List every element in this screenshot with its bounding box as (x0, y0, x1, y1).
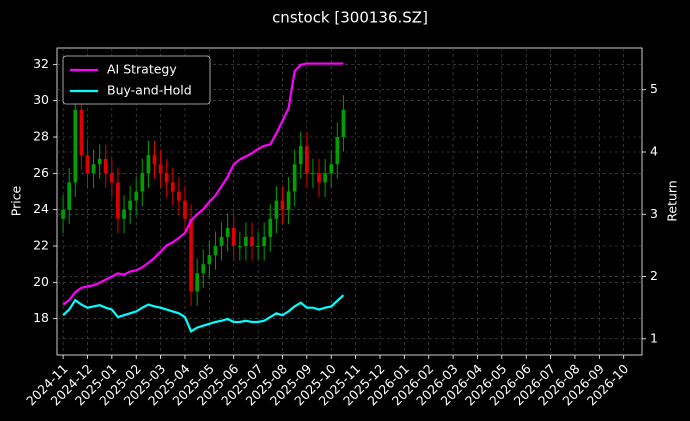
candle-body (311, 173, 315, 175)
candle-body (122, 209, 126, 219)
candle-body (268, 218, 273, 237)
candle-body (140, 173, 145, 192)
candle-body (213, 246, 218, 256)
candle-body (85, 155, 90, 174)
candle-body (335, 137, 340, 165)
legend-label: Buy-and-Hold (107, 83, 192, 98)
plot-frame (56, 47, 643, 356)
y-tick-label: 26 (33, 165, 49, 180)
candle-body (91, 164, 96, 174)
candle-body (152, 155, 157, 165)
candle-body (244, 236, 248, 247)
candle-body (177, 191, 181, 201)
candle-body (183, 200, 187, 219)
candle-body (146, 155, 151, 174)
candle-body (274, 200, 279, 219)
y2-axis-label: Return (665, 180, 680, 221)
candle-body (170, 182, 175, 192)
candle-body (256, 246, 260, 248)
chart-title: cnstock [300136.SZ] (272, 9, 428, 27)
candle-body (250, 236, 254, 247)
y2-tick-label: 4 (650, 143, 658, 158)
y-axis-label: Price (9, 185, 24, 216)
candle-body (237, 246, 242, 248)
candle-body (329, 164, 334, 174)
line-series (62, 62, 344, 306)
candle-body (317, 173, 321, 183)
candle-body (292, 164, 297, 192)
candle-body (219, 236, 224, 247)
candle-body (164, 173, 169, 183)
y-tick-label: 18 (33, 310, 49, 325)
y2-tick-label: 3 (650, 206, 658, 221)
candle-body (189, 218, 193, 292)
candle-body (158, 164, 163, 174)
candle-body (305, 146, 309, 174)
y-tick-label: 30 (33, 92, 49, 107)
candle-body (298, 146, 303, 165)
candle-body (225, 227, 230, 237)
y2-tick-label: 2 (650, 268, 658, 283)
candle-body (280, 200, 285, 210)
legend-box (62, 55, 211, 105)
y-tick-label: 28 (33, 129, 49, 144)
candle-body (97, 158, 102, 165)
y-tick-label: 22 (33, 238, 49, 253)
candle-body (116, 182, 120, 219)
y-tick-label: 20 (33, 274, 49, 289)
candle-body (262, 236, 267, 247)
line-series (62, 294, 345, 333)
candle-body (61, 209, 65, 219)
candle-body (128, 200, 132, 210)
candle-body (73, 109, 78, 183)
candle-body (341, 109, 346, 138)
candle-body (323, 173, 327, 183)
candle-body (110, 173, 114, 183)
candle-body (134, 191, 139, 201)
y2-tick-label: 1 (650, 330, 658, 345)
candle-body (67, 182, 72, 210)
y2-tick-label: 5 (650, 81, 658, 96)
legend-label: AI Strategy (107, 62, 177, 77)
candle-body (207, 255, 212, 265)
candle-body (201, 264, 206, 274)
candle-body (231, 227, 236, 247)
candle-body (286, 191, 291, 210)
candle-body (79, 109, 84, 156)
y-tick-label: 24 (33, 201, 49, 216)
candle-body (195, 273, 199, 292)
y-tick-label: 32 (33, 56, 49, 71)
candle-body (103, 158, 108, 174)
